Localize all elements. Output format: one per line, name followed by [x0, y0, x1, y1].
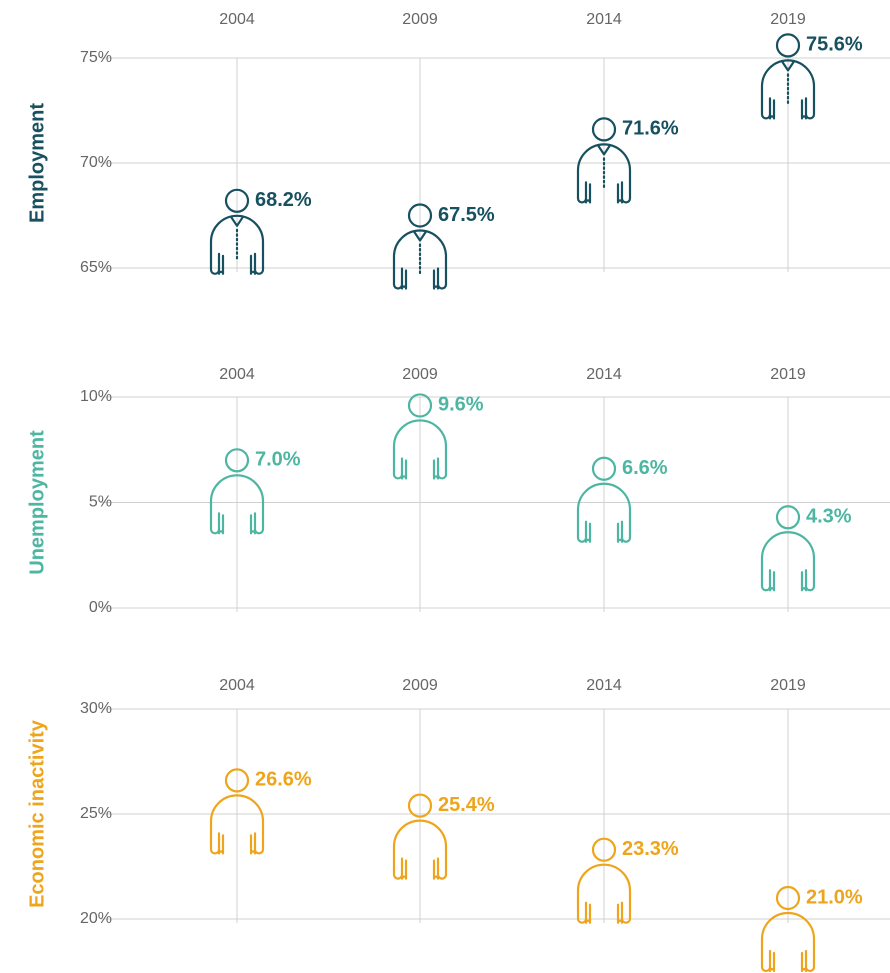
head: [224, 448, 250, 473]
x-tick-label: 2014: [586, 11, 622, 28]
head: [407, 393, 433, 418]
value-label: 7.0%: [255, 449, 301, 471]
collar: [596, 144, 612, 156]
x-tick-label: 2014: [586, 366, 622, 383]
figure: [576, 117, 632, 204]
value-label: 68.2%: [255, 189, 312, 211]
head: [775, 885, 801, 911]
value-label: 25.4%: [438, 794, 495, 816]
body: [392, 229, 448, 290]
body: [209, 214, 265, 275]
value-label: 71.6%: [622, 118, 679, 140]
value-label: 21.0%: [806, 886, 863, 908]
x-tick-label: 2004: [219, 366, 255, 383]
body: [760, 59, 816, 120]
x-tick-label: 2019: [770, 366, 806, 383]
figure: [576, 456, 632, 543]
value-label: 4.3%: [806, 506, 852, 528]
y-tick-label: 30%: [80, 700, 112, 717]
head: [591, 837, 617, 862]
body: [576, 143, 632, 204]
body: [209, 474, 265, 535]
figure: [760, 885, 816, 973]
value-label: 75.6%: [806, 34, 863, 56]
y-tick-label: 10%: [80, 388, 112, 405]
head: [407, 793, 433, 818]
figure: [209, 448, 265, 535]
figure: [760, 33, 816, 120]
body: [392, 819, 448, 880]
value-label: 26.6%: [255, 769, 312, 791]
y-tick-label: 65%: [80, 259, 112, 276]
value-label: 67.5%: [438, 204, 495, 226]
figure: [392, 203, 448, 290]
x-tick-label: 2004: [219, 11, 255, 28]
y-axis-label: Employment: [26, 103, 48, 223]
y-tick-label: 5%: [89, 494, 112, 511]
body: [576, 863, 632, 924]
collar: [780, 60, 796, 72]
collar: [229, 215, 245, 227]
y-tick-label: 70%: [80, 154, 112, 171]
x-tick-label: 2009: [402, 11, 438, 28]
head: [591, 456, 617, 481]
value-label: 6.6%: [622, 457, 668, 479]
x-tick-label: 2004: [219, 677, 255, 694]
x-tick-label: 2019: [770, 677, 806, 694]
body: [576, 482, 632, 543]
x-tick-label: 2014: [586, 677, 622, 694]
figure: [209, 768, 265, 855]
figure: [209, 188, 265, 275]
y-axis-label: Economic inactivity: [26, 719, 48, 908]
value-label: 23.3%: [622, 838, 679, 860]
head: [407, 203, 433, 228]
head: [775, 505, 801, 530]
head: [224, 768, 250, 793]
body: [392, 419, 448, 480]
y-tick-label: 75%: [80, 49, 112, 66]
body: [209, 794, 265, 855]
y-tick-label: 25%: [80, 805, 112, 822]
figure: [392, 793, 448, 880]
y-tick-label: 0%: [89, 599, 112, 616]
head: [224, 188, 250, 213]
value-label: 9.6%: [438, 394, 484, 416]
x-tick-label: 2009: [402, 677, 438, 694]
head: [775, 33, 801, 58]
x-tick-label: 2019: [770, 11, 806, 28]
x-tick-label: 2009: [402, 366, 438, 383]
y-tick-label: 20%: [80, 910, 112, 927]
figure: [576, 837, 632, 924]
head: [591, 117, 617, 142]
figure: [760, 505, 816, 592]
body: [760, 531, 816, 592]
y-axis-label: Unemployment: [26, 430, 48, 575]
collar: [412, 230, 428, 242]
figure: [392, 393, 448, 480]
body: [760, 911, 816, 973]
